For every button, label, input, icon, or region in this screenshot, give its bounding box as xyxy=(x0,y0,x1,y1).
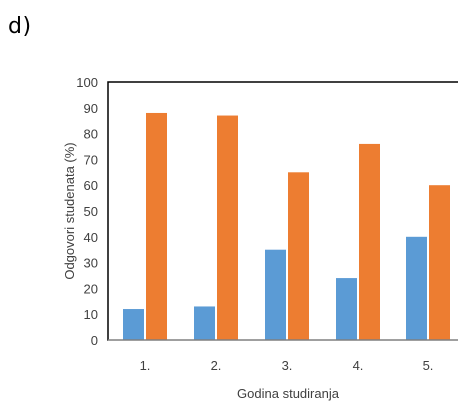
bar-series-1-5 xyxy=(406,236,427,340)
y-tick-label: 0 xyxy=(91,333,98,348)
y-tick-labels: 0 10 20 30 40 50 60 70 80 90 100 xyxy=(76,75,98,348)
y-tick-label: 40 xyxy=(84,230,98,245)
x-tick-label: 5. xyxy=(423,358,434,373)
y-axis-title: Odgovori studenata (%) xyxy=(62,142,77,279)
y-tick-label: 50 xyxy=(84,204,98,219)
bar-series-2-1 xyxy=(146,112,167,341)
x-tick-label: 3. xyxy=(282,358,293,373)
bar-series-1-2 xyxy=(194,306,215,340)
y-tick-label: 60 xyxy=(84,178,98,193)
y-tick-label: 70 xyxy=(84,152,98,167)
bar-series-1-1 xyxy=(123,309,144,340)
bar-series-1-3 xyxy=(265,249,286,340)
y-tick-label: 10 xyxy=(84,307,98,322)
y-tick-label: 90 xyxy=(84,101,98,116)
panel-label: d) xyxy=(8,14,32,39)
y-tick-label: 30 xyxy=(84,256,98,271)
bar-series-2-4 xyxy=(359,143,380,340)
bar-series-2-5 xyxy=(429,185,450,340)
bar-series-2-2 xyxy=(217,115,238,340)
x-tick-label: 1. xyxy=(140,358,151,373)
x-tick-labels: 1. 2. 3. 4. 5. xyxy=(140,358,434,373)
y-tick-label: 100 xyxy=(76,75,98,90)
bar-series-1-4 xyxy=(336,278,357,340)
bars xyxy=(123,112,450,341)
x-tick-label: 4. xyxy=(353,358,364,373)
y-tick-label: 80 xyxy=(84,127,98,142)
y-tick-label: 20 xyxy=(84,281,98,296)
x-tick-label: 2. xyxy=(211,358,222,373)
x-axis-title: Godina studiranja xyxy=(237,386,340,401)
bar-series-2-3 xyxy=(288,172,309,340)
